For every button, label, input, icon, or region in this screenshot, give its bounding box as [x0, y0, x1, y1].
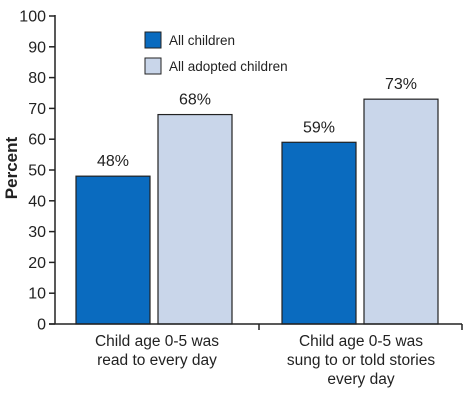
- legend-all-adopted-children-swatch: [144, 57, 162, 75]
- data-label: 48%: [97, 153, 129, 170]
- y-axis-title: Percent: [2, 136, 21, 199]
- data-label: 68%: [179, 92, 211, 109]
- y-tick-label: 70: [28, 101, 46, 118]
- y-tick-label: 90: [28, 39, 46, 56]
- x-axis-category-labels: Child age 0-5 was read to every day Child …: [95, 333, 435, 388]
- x-category-label-line: read to every day: [97, 352, 217, 369]
- bars: [75, 98, 439, 325]
- y-tick-label: 10: [28, 286, 46, 303]
- data-label: 73%: [385, 76, 417, 93]
- y-tick-label: 0: [37, 317, 46, 334]
- bar-all-adopted-children-1: [363, 98, 439, 325]
- x-category-label-line: sung to or told stories: [287, 352, 435, 369]
- y-tick-label: 60: [28, 132, 46, 149]
- y-tick-label: 20: [28, 255, 46, 272]
- axes: [49, 15, 463, 330]
- data-labels: 48% 59% 68% 73%: [97, 76, 417, 170]
- bar-all-children-1: [281, 141, 357, 325]
- data-label: 59%: [303, 119, 335, 136]
- x-category-label-line: Child age 0-5 was: [299, 333, 423, 350]
- y-tick-label: 30: [28, 224, 46, 241]
- bar-all-children-0: [75, 175, 151, 325]
- x-category-label-line: Child age 0-5 was: [95, 333, 219, 350]
- legend-all-children-swatch: [144, 31, 162, 49]
- y-tick-label: 40: [28, 193, 46, 210]
- bar-all-adopted-children-0: [157, 113, 233, 325]
- legend-all-children-label: All children: [169, 33, 235, 48]
- y-tick-label: 100: [19, 9, 46, 26]
- y-tick-label: 50: [28, 163, 46, 180]
- y-tick-label: 80: [28, 70, 46, 87]
- legend: All children All adopted children: [144, 31, 288, 75]
- y-axis-ticks: 0 10 20 30 40 50 60 70 80 90 100: [19, 9, 55, 334]
- x-category-label-line: every day: [327, 371, 394, 388]
- legend-all-adopted-children-label: All adopted children: [169, 59, 288, 74]
